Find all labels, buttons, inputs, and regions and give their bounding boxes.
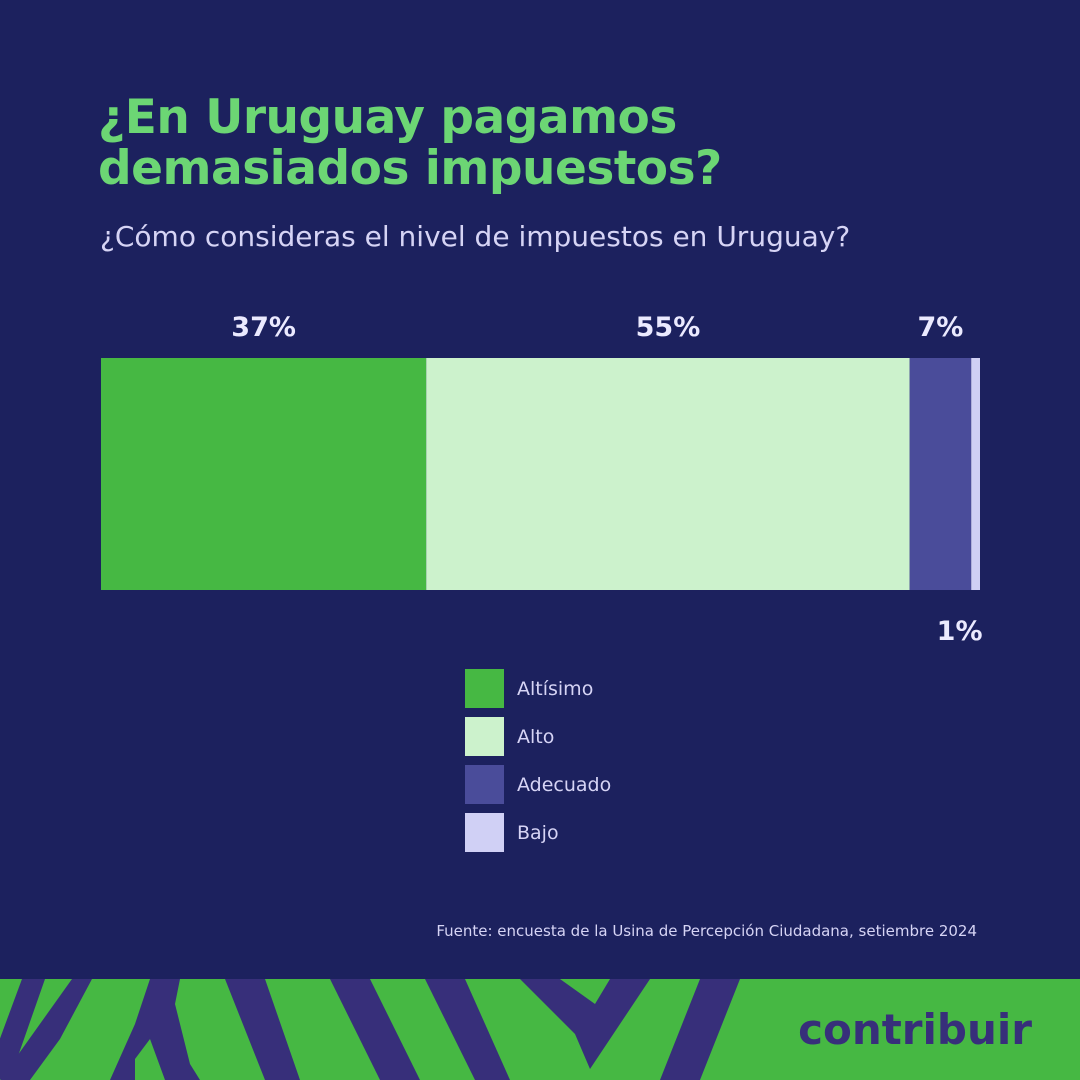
bar-segment-bajo <box>971 358 980 590</box>
stacked-bar-chart: 37% 55% 7% 1% <box>101 312 983 647</box>
data-label: 1% <box>937 616 983 647</box>
data-label: 7% <box>918 312 964 343</box>
legend: Altísimo Alto Adecuado Bajo <box>465 669 611 861</box>
source-note: Fuente: encuesta de la Usina de Percepci… <box>436 922 977 940</box>
legend-swatch <box>465 669 504 708</box>
legend-item: Altísimo <box>465 669 611 708</box>
bar-segment-alto <box>426 358 910 590</box>
title-line-1: ¿En Uruguay pagamos <box>98 90 677 145</box>
bar-segment-altísimo <box>101 358 427 590</box>
legend-label: Bajo <box>517 821 559 844</box>
brand-logo-text: contribuir <box>798 1005 1032 1054</box>
legend-label: Altísimo <box>517 677 594 700</box>
stripe-pattern <box>0 979 740 1080</box>
subtitle: ¿Cómo consideras el nivel de impuestos e… <box>100 220 851 253</box>
title-line-2: demasiados impuestos? <box>98 141 722 196</box>
data-label: 55% <box>636 312 701 343</box>
legend-item: Adecuado <box>465 765 611 804</box>
legend-label: Adecuado <box>517 773 612 796</box>
legend-item: Alto <box>465 717 611 756</box>
legend-swatch <box>465 813 504 852</box>
legend-label: Alto <box>517 725 555 748</box>
data-label: 37% <box>231 312 296 343</box>
legend-swatch <box>465 717 504 756</box>
legend-item: Bajo <box>465 813 611 852</box>
page-title: ¿En Uruguay pagamos demasiados impuestos? <box>98 92 722 194</box>
bar-segment-adecuado <box>909 358 972 590</box>
legend-swatch <box>465 765 504 804</box>
brand-banner: contribuir <box>0 979 1080 1080</box>
